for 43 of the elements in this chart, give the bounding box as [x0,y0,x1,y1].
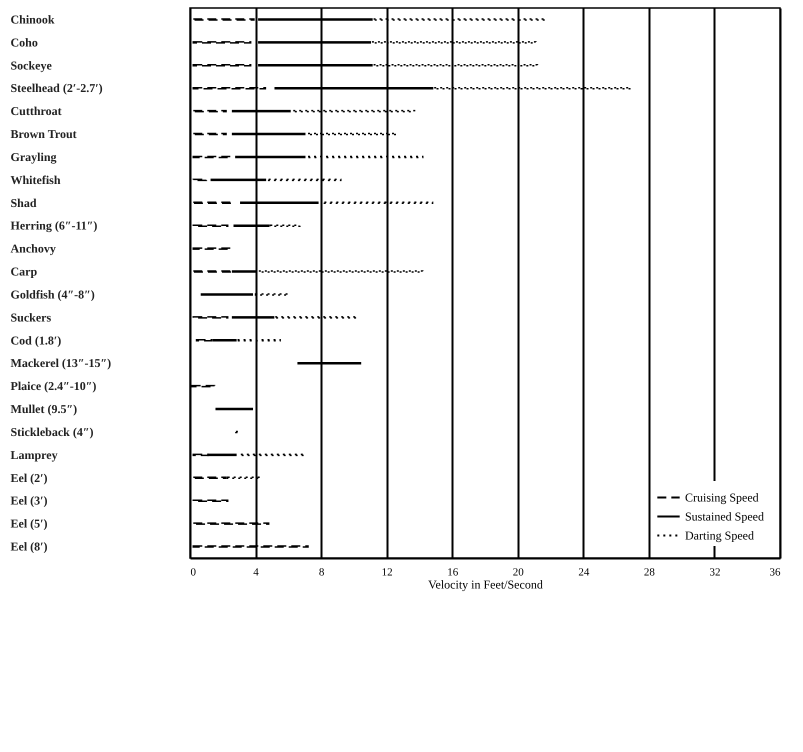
y-tick-label: Anchovy [10,242,56,256]
y-tick-label: Lamprey [10,448,58,462]
y-tick-label: Cutthroat [10,104,62,118]
y-tick-label: Steelhead (2′-2.7′) [10,81,103,96]
x-tick-label: 12 [382,566,393,578]
x-axis-title: Velocity in Feet/Second [428,578,543,592]
y-tick-label: Carp [10,264,38,279]
y-tick-label: Mullet (9.5″) [10,402,78,416]
x-tick-label: 24 [578,566,590,578]
y-tick-label: Sockeye [10,58,52,72]
y-tick-label: Eel (3′) [10,494,48,508]
bar [215,408,254,410]
y-tick-label: Cod (1.8′) [10,333,62,348]
y-tick-label: Eel (5′) [10,516,48,531]
y-tick-label: Grayling [10,150,57,164]
y-tick-label: Suckers [10,310,52,324]
y-tick-label: Chinook [10,12,55,26]
y-tick-label: Whitefish [10,172,61,187]
x-tick-label: 4 [253,566,260,578]
x-tick-label: 20 [512,566,524,578]
x-tick-label: 16 [447,566,459,578]
y-tick-label: Coho [10,35,38,50]
y-tick-label: Plaice (2.4″-10″) [10,379,96,394]
x-tick-label: 8 [318,566,325,578]
bar [200,293,254,296]
legend-label: Darting Speed [685,528,754,542]
y-tick-label: Goldfish (4″-8″) [10,287,95,302]
x-tick-label: 36 [770,566,781,578]
x-tick-label: 0 [190,566,196,578]
y-tick-label: Herring (6″-11″) [10,218,98,233]
y-tick-label: Eel (2′) [10,470,48,485]
y-tick-label: Mackerel (13″-15″) [10,356,112,370]
y-tick-label: Shad [10,196,37,210]
y-tick-label: Brown Trout [10,127,77,142]
bar [192,110,227,112]
x-tick-label: 32 [709,566,720,578]
bar [235,430,240,434]
y-tick-label: Stickleback (4″) [10,424,94,439]
x-tick-label: 28 [644,566,656,578]
bar [192,132,227,136]
legend-label: Cruising Speed [685,490,759,504]
y-tick-label: Eel (8′) [10,540,48,554]
legend-label: Sustained Speed [685,510,764,524]
